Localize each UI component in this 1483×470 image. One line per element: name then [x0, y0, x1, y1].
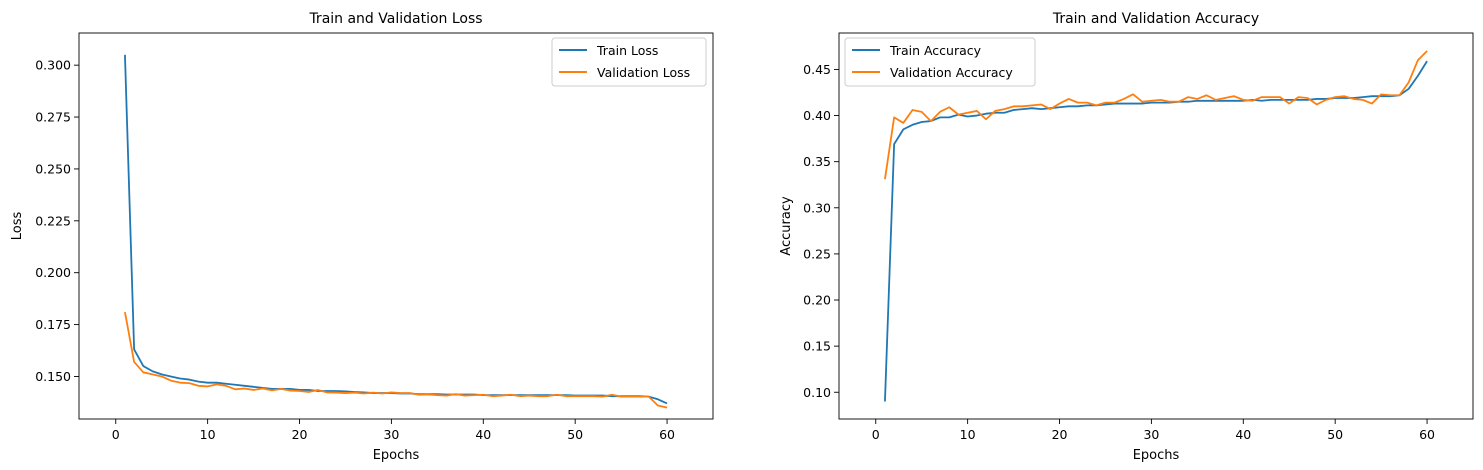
- loss-validation-line: [124, 311, 668, 409]
- accuracy-y-tick-label: 0.20: [803, 293, 831, 308]
- accuracy-legend-train-label: Train Accuracy: [889, 43, 982, 58]
- accuracy-validation-line: [884, 50, 1428, 180]
- accuracy-train-line: [884, 60, 1428, 402]
- accuracy-x-tick-label: 20: [1052, 427, 1068, 442]
- loss-y-tick-label: 0.300: [35, 58, 71, 73]
- loss-chart: Train and Validation Loss 0 10 20 30 40 50 60 …: [10, 11, 714, 463]
- loss-y-tick-label: 0.275: [35, 110, 71, 125]
- accuracy-y-axis-label: Accuracy: [779, 196, 794, 256]
- accuracy-y-tick-label: 0.10: [803, 385, 831, 400]
- accuracy-chart: Train and Validation Accuracy 0 10 20 30 40 5…: [779, 11, 1474, 463]
- loss-legend-train-label: Train Loss: [596, 43, 658, 58]
- loss-series: [124, 54, 668, 409]
- accuracy-x-tick-label: 50: [1327, 427, 1343, 442]
- accuracy-x-tick-label: 40: [1235, 427, 1251, 442]
- loss-x-ticks: 0 10 20 30 40 50 60: [112, 419, 675, 442]
- accuracy-x-tick-label: 0: [872, 427, 880, 442]
- accuracy-x-tick-label: 10: [960, 427, 976, 442]
- loss-y-axis-label: Loss: [10, 212, 25, 241]
- loss-x-tick-label: 0: [112, 427, 120, 442]
- accuracy-x-ticks: 0 10 20 30 40 50 60: [872, 419, 1435, 442]
- accuracy-x-axis-label: Epochs: [1133, 448, 1180, 463]
- loss-y-ticks: 0.150 0.175 0.200 0.225 0.250 0.275 0.300: [35, 58, 79, 384]
- loss-plot-frame: [78, 32, 714, 420]
- accuracy-series: [884, 50, 1428, 402]
- accuracy-y-tick-label: 0.35: [803, 154, 831, 169]
- accuracy-y-tick-label: 0.40: [803, 108, 831, 123]
- loss-x-axis-label: Epochs: [373, 448, 420, 463]
- loss-x-tick-label: 20: [292, 427, 308, 442]
- loss-chart-title: Train and Validation Loss: [308, 11, 482, 27]
- accuracy-y-ticks: 0.10 0.15 0.20 0.25 0.30 0.35 0.40 0.45: [803, 62, 839, 400]
- loss-x-tick-label: 30: [383, 427, 399, 442]
- accuracy-y-tick-label: 0.45: [803, 62, 831, 77]
- accuracy-legend-box: [844, 37, 1036, 87]
- accuracy-x-tick-label: 60: [1419, 427, 1435, 442]
- loss-x-tick-label: 50: [567, 427, 583, 442]
- loss-x-tick-label: 10: [200, 427, 216, 442]
- loss-legend: Train Loss Validation Loss: [551, 37, 707, 87]
- loss-legend-box: [551, 37, 707, 87]
- loss-x-tick-label: 60: [659, 427, 675, 442]
- loss-y-tick-label: 0.150: [35, 369, 71, 384]
- accuracy-chart-title: Train and Validation Accuracy: [1052, 11, 1259, 27]
- accuracy-legend-validation-label: Validation Accuracy: [890, 65, 1013, 80]
- accuracy-x-tick-label: 30: [1143, 427, 1159, 442]
- loss-y-tick-label: 0.250: [35, 161, 71, 176]
- accuracy-y-tick-label: 0.25: [803, 246, 831, 261]
- loss-legend-validation-label: Validation Loss: [597, 65, 690, 80]
- accuracy-plot-frame: [838, 32, 1474, 420]
- loss-y-tick-label: 0.200: [35, 265, 71, 280]
- loss-x-tick-label: 40: [475, 427, 491, 442]
- accuracy-legend: Train Accuracy Validation Accuracy: [844, 37, 1036, 87]
- accuracy-y-tick-label: 0.15: [803, 339, 831, 354]
- accuracy-y-tick-label: 0.30: [803, 200, 831, 215]
- loss-y-tick-label: 0.175: [35, 317, 71, 332]
- loss-y-tick-label: 0.225: [35, 213, 71, 228]
